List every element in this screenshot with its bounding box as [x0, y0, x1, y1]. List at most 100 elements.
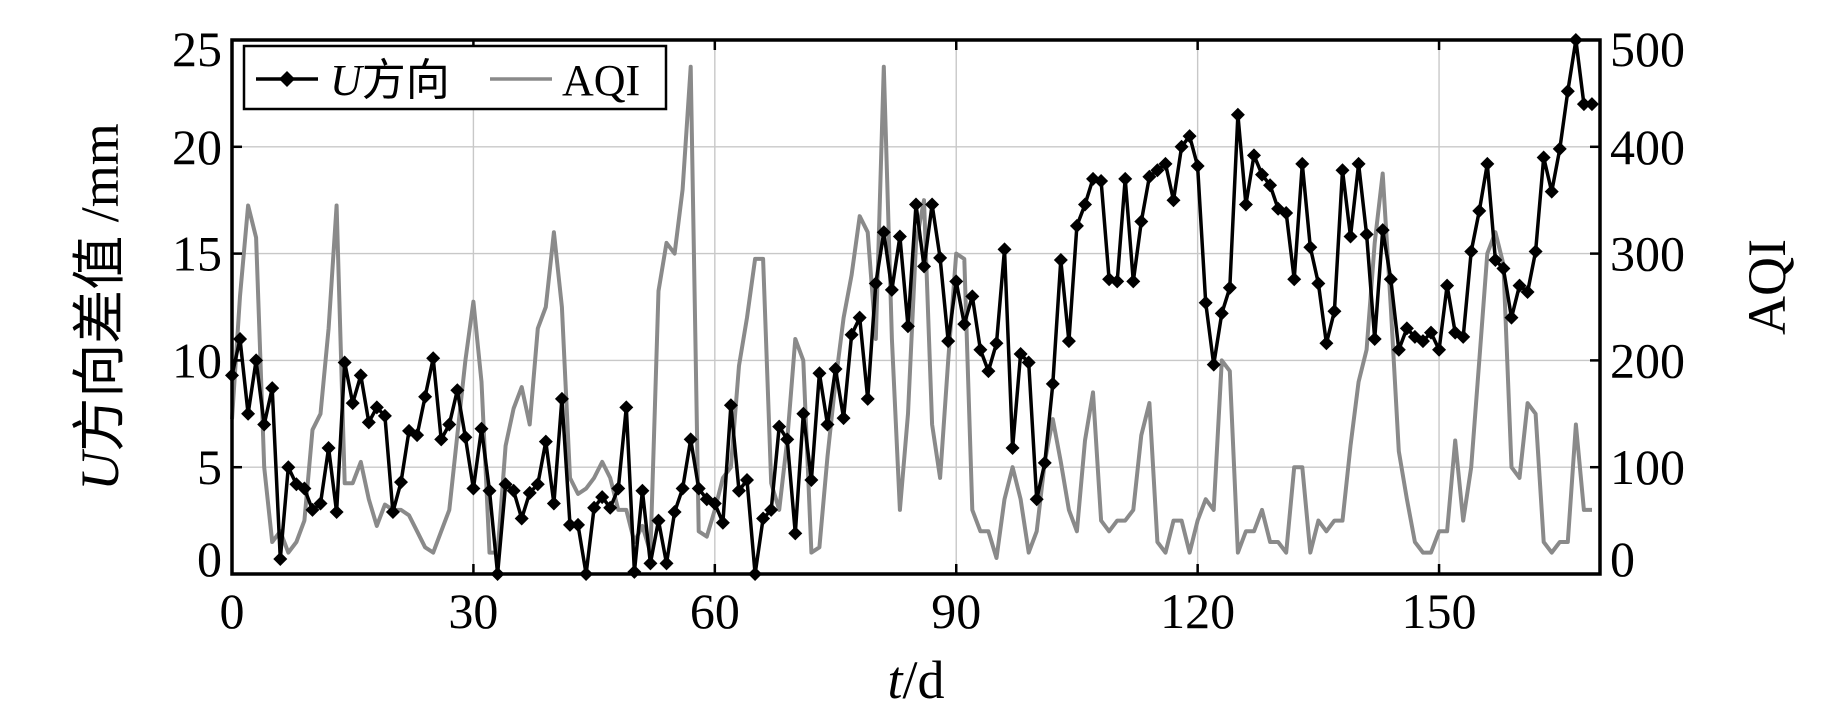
u-direction-point-20 — [385, 505, 400, 520]
x-tick-label-60: 60 — [690, 583, 740, 639]
u-direction-point-132 — [1287, 272, 1302, 287]
u-direction-point-121 — [1198, 295, 1213, 310]
u-direction-point-137 — [1327, 304, 1342, 319]
u-direction-point-87 — [925, 197, 940, 212]
u-direction-point-125 — [1230, 107, 1245, 122]
u-direction-point-30 — [466, 481, 481, 496]
u-direction-point-81 — [876, 225, 891, 240]
u-direction-point-41 — [554, 391, 569, 406]
u-direction-point-91 — [957, 317, 972, 332]
u-direction-point-47 — [603, 500, 618, 515]
u-direction-point-18 — [369, 400, 384, 415]
y-left-tick-label-5: 5 — [197, 439, 222, 495]
u-direction-point-92 — [965, 289, 980, 304]
u-direction-point-5 — [265, 381, 280, 396]
u-direction-point-124 — [1222, 280, 1237, 295]
u-direction-point-145 — [1391, 342, 1406, 357]
u-direction-point-7 — [281, 460, 296, 475]
u-direction-point-6 — [273, 552, 288, 567]
u-direction-point-15 — [345, 396, 360, 411]
u-direction-point-66 — [756, 511, 771, 526]
legend-u-marker — [279, 71, 295, 87]
u-direction-point-31 — [474, 421, 489, 436]
u-direction-point-135 — [1311, 276, 1326, 291]
u-direction-point-101 — [1037, 455, 1052, 470]
u-direction-point-118 — [1174, 139, 1189, 154]
u-direction-point-119 — [1182, 129, 1197, 144]
u-direction-point-156 — [1480, 156, 1495, 171]
u-direction-point-54 — [659, 556, 674, 571]
u-direction-point-96 — [997, 242, 1012, 257]
u-direction-point-160 — [1512, 278, 1527, 293]
y-axis-left-ticks: 0 5 10 15 20 25 — [172, 21, 242, 587]
u-direction-point-89 — [941, 334, 956, 349]
u-direction-point-40 — [546, 496, 561, 511]
u-direction-point-71 — [796, 406, 811, 421]
plot-frame — [230, 38, 1602, 576]
x-axis-label-rest: /d — [903, 650, 945, 709]
u-direction-point-4 — [257, 417, 272, 432]
u-direction-point-129 — [1263, 178, 1278, 193]
u-direction-point-149 — [1424, 325, 1439, 340]
u-direction-point-38 — [530, 477, 545, 492]
u-direction-point-74 — [820, 417, 835, 432]
u-direction-point-108 — [1094, 173, 1109, 188]
series-u-direction — [225, 33, 1599, 581]
u-direction-point-3 — [249, 353, 264, 368]
u-direction-point-115 — [1150, 163, 1165, 178]
u-direction-point-126 — [1238, 197, 1253, 212]
y-right-tick-label-0: 0 — [1610, 531, 1635, 587]
y-left-tick-label-10: 10 — [172, 332, 222, 388]
u-direction-point-159 — [1504, 310, 1519, 325]
u-direction-point-26 — [434, 432, 449, 447]
u-direction-point-113 — [1134, 214, 1149, 229]
y-right-tick-label-500: 500 — [1610, 21, 1685, 77]
u-direction-point-114 — [1142, 169, 1157, 184]
u-direction-point-148 — [1415, 334, 1430, 349]
u-direction-point-82 — [884, 282, 899, 297]
u-direction-point-161 — [1520, 285, 1535, 300]
u-direction-point-42 — [562, 517, 577, 532]
x-tick-label-150: 150 — [1402, 583, 1477, 639]
u-direction-point-164 — [1544, 184, 1559, 199]
y-left-tick-label-15: 15 — [172, 226, 222, 282]
u-direction-point-60 — [707, 496, 722, 511]
y-left-tick-label-25: 25 — [172, 21, 222, 77]
legend-u-label: U方向 — [330, 56, 450, 105]
u-direction-point-163 — [1536, 150, 1551, 165]
u-direction-point-157 — [1488, 253, 1503, 268]
y-left-tick-label-20: 20 — [172, 119, 222, 175]
u-direction-point-99 — [1021, 355, 1036, 370]
y-left-tick-label-0: 0 — [197, 531, 222, 587]
u-direction-point-49 — [619, 400, 634, 415]
u-direction-point-120 — [1190, 159, 1205, 174]
u-direction-point-12 — [321, 440, 336, 455]
legend-u-label-italic: U — [330, 56, 365, 105]
u-direction-point-116 — [1158, 156, 1173, 171]
u-direction-point-98 — [1013, 346, 1028, 361]
u-direction-point-23 — [410, 428, 425, 443]
u-direction-point-83 — [892, 229, 907, 244]
u-direction-point-76 — [836, 411, 851, 426]
u-direction-point-19 — [377, 408, 392, 423]
u-direction-point-53 — [651, 513, 666, 528]
u-direction-point-90 — [949, 274, 964, 289]
u-direction-point-104 — [1061, 334, 1076, 349]
u-direction-point-24 — [418, 389, 433, 404]
u-direction-point-100 — [1029, 492, 1044, 507]
y-right-tick-label-100: 100 — [1610, 439, 1685, 495]
u-direction-point-95 — [989, 336, 1004, 351]
u-direction-point-78 — [852, 310, 867, 325]
u-direction-point-134 — [1303, 240, 1318, 255]
u-direction-point-105 — [1069, 218, 1084, 233]
u-direction-point-67 — [764, 502, 779, 517]
u-direction-point-97 — [1005, 440, 1020, 455]
u-direction-point-151 — [1440, 278, 1455, 293]
u-direction-point-46 — [595, 490, 610, 505]
u-direction-point-150 — [1432, 342, 1447, 357]
u-direction-point-9 — [297, 481, 312, 496]
u-direction-point-139 — [1343, 229, 1358, 244]
u-direction-point-75 — [828, 361, 843, 376]
u-direction-point-62 — [723, 398, 738, 413]
u-direction-point-88 — [933, 250, 948, 265]
